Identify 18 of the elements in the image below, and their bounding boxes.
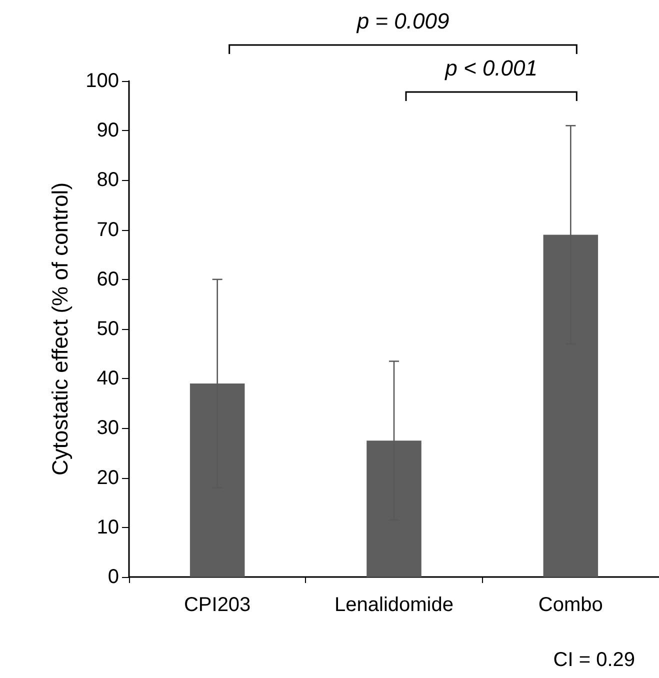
y-tick-label: 20 [96,466,119,489]
x-tick-label: Combo [538,594,603,616]
y-tick-label: 60 [96,268,119,290]
y-tick-label: 90 [96,120,119,142]
y-tick-label: 80 [96,169,119,192]
x-tick-label: Lenalidomide [334,594,454,616]
text: CI = 0.29 [553,649,635,671]
y-axis-title: Cytostatic effect (% of control) [48,182,72,476]
y-tick-label: 70 [96,218,119,241]
y-tick-label: 0 [108,566,119,588]
y-tick-label: 50 [96,318,119,340]
y-tick-label: 10 [96,516,119,538]
y-tick-label: 40 [96,368,119,390]
text: p < 0.001 [444,56,538,80]
y-tick-label: 30 [96,417,119,440]
text: p = 0.009 [356,8,450,34]
x-tick-label: CPI203 [184,594,251,616]
y-tick-label: 100 [86,70,119,92]
